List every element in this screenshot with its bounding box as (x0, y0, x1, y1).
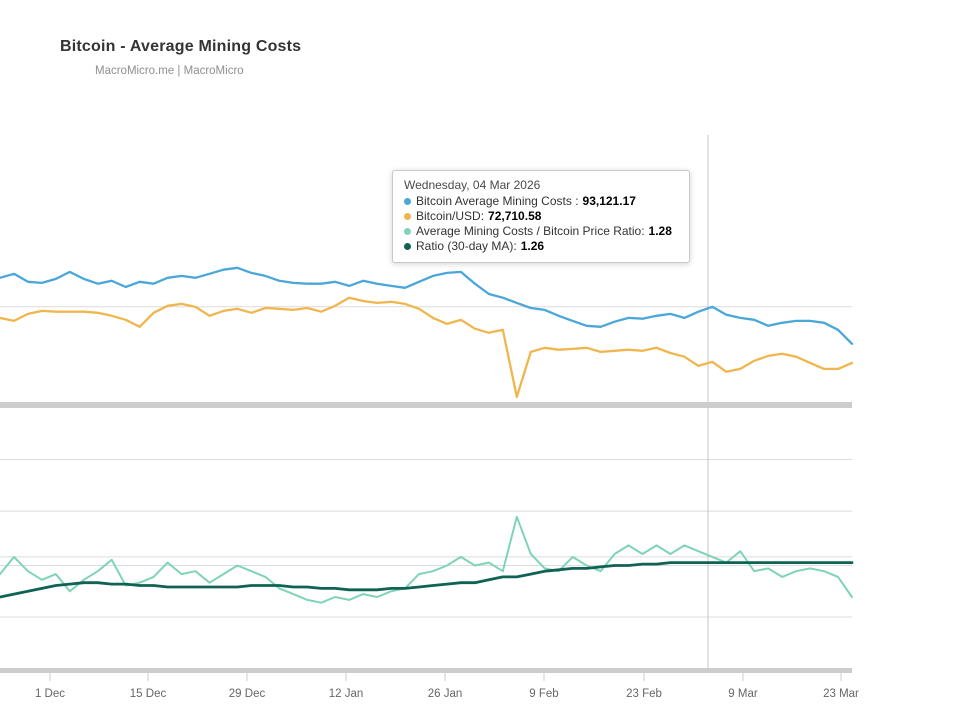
tooltip-row: Average Mining Costs / Bitcoin Price Rat… (404, 224, 678, 239)
series-dot-icon (404, 228, 411, 235)
series-line (0, 296, 854, 399)
page-title: Bitcoin - Average Mining Costs (60, 38, 302, 55)
x-axis-tick-label: 15 Dec (130, 688, 167, 700)
series-line (0, 515, 853, 604)
page-subtitle: MacroMicro.me | MacroMicro (95, 65, 244, 77)
x-axis-tick-label: 23 Feb (626, 688, 662, 700)
tooltip-value: 72,710.58 (488, 209, 542, 223)
chart-tooltip: Wednesday, 04 Mar 2026 Bitcoin Average M… (392, 170, 690, 263)
tooltip-label: Ratio (30-day MA): (416, 239, 517, 253)
chart-header: Bitcoin - Average Mining Costs MacroMicr… (60, 38, 301, 77)
tooltip-label: Bitcoin/USD: (416, 209, 485, 223)
series-line (0, 266, 854, 345)
x-axis-tick-label: 29 Dec (229, 688, 266, 700)
series-dot-icon (404, 243, 411, 250)
tooltip-value: 93,121.17 (582, 194, 636, 208)
tooltip-row: Bitcoin Average Mining Costs : 93,121.17 (404, 194, 678, 209)
x-axis-tick-label: 9 Mar (728, 688, 758, 700)
x-axis-tick-label: 26 Jan (428, 688, 463, 700)
x-axis-tick-label: 9 Feb (529, 688, 558, 700)
panel-divider (0, 402, 852, 408)
tooltip-value: 1.28 (648, 224, 672, 238)
tooltip-label: Bitcoin Average Mining Costs : (416, 194, 579, 208)
tooltip-row: Bitcoin/USD: 72,710.58 (404, 209, 678, 224)
tooltip-row: Ratio (30-day MA): 1.26 (404, 239, 678, 254)
series-dot-icon (404, 213, 411, 220)
x-axis-tick-label: 1 Dec (35, 688, 65, 700)
tooltip-date: Wednesday, 04 Mar 2026 (404, 178, 541, 192)
series-line (0, 561, 854, 599)
tooltip-label: Average Mining Costs / Bitcoin Price Rat… (416, 224, 645, 238)
x-axis-tick-label: 23 Mar (823, 688, 859, 700)
series-dot-icon (404, 198, 411, 205)
x-axis-tick-label: 12 Jan (329, 688, 364, 700)
tooltip-value: 1.26 (520, 239, 545, 253)
x-axis-bar (0, 668, 852, 673)
